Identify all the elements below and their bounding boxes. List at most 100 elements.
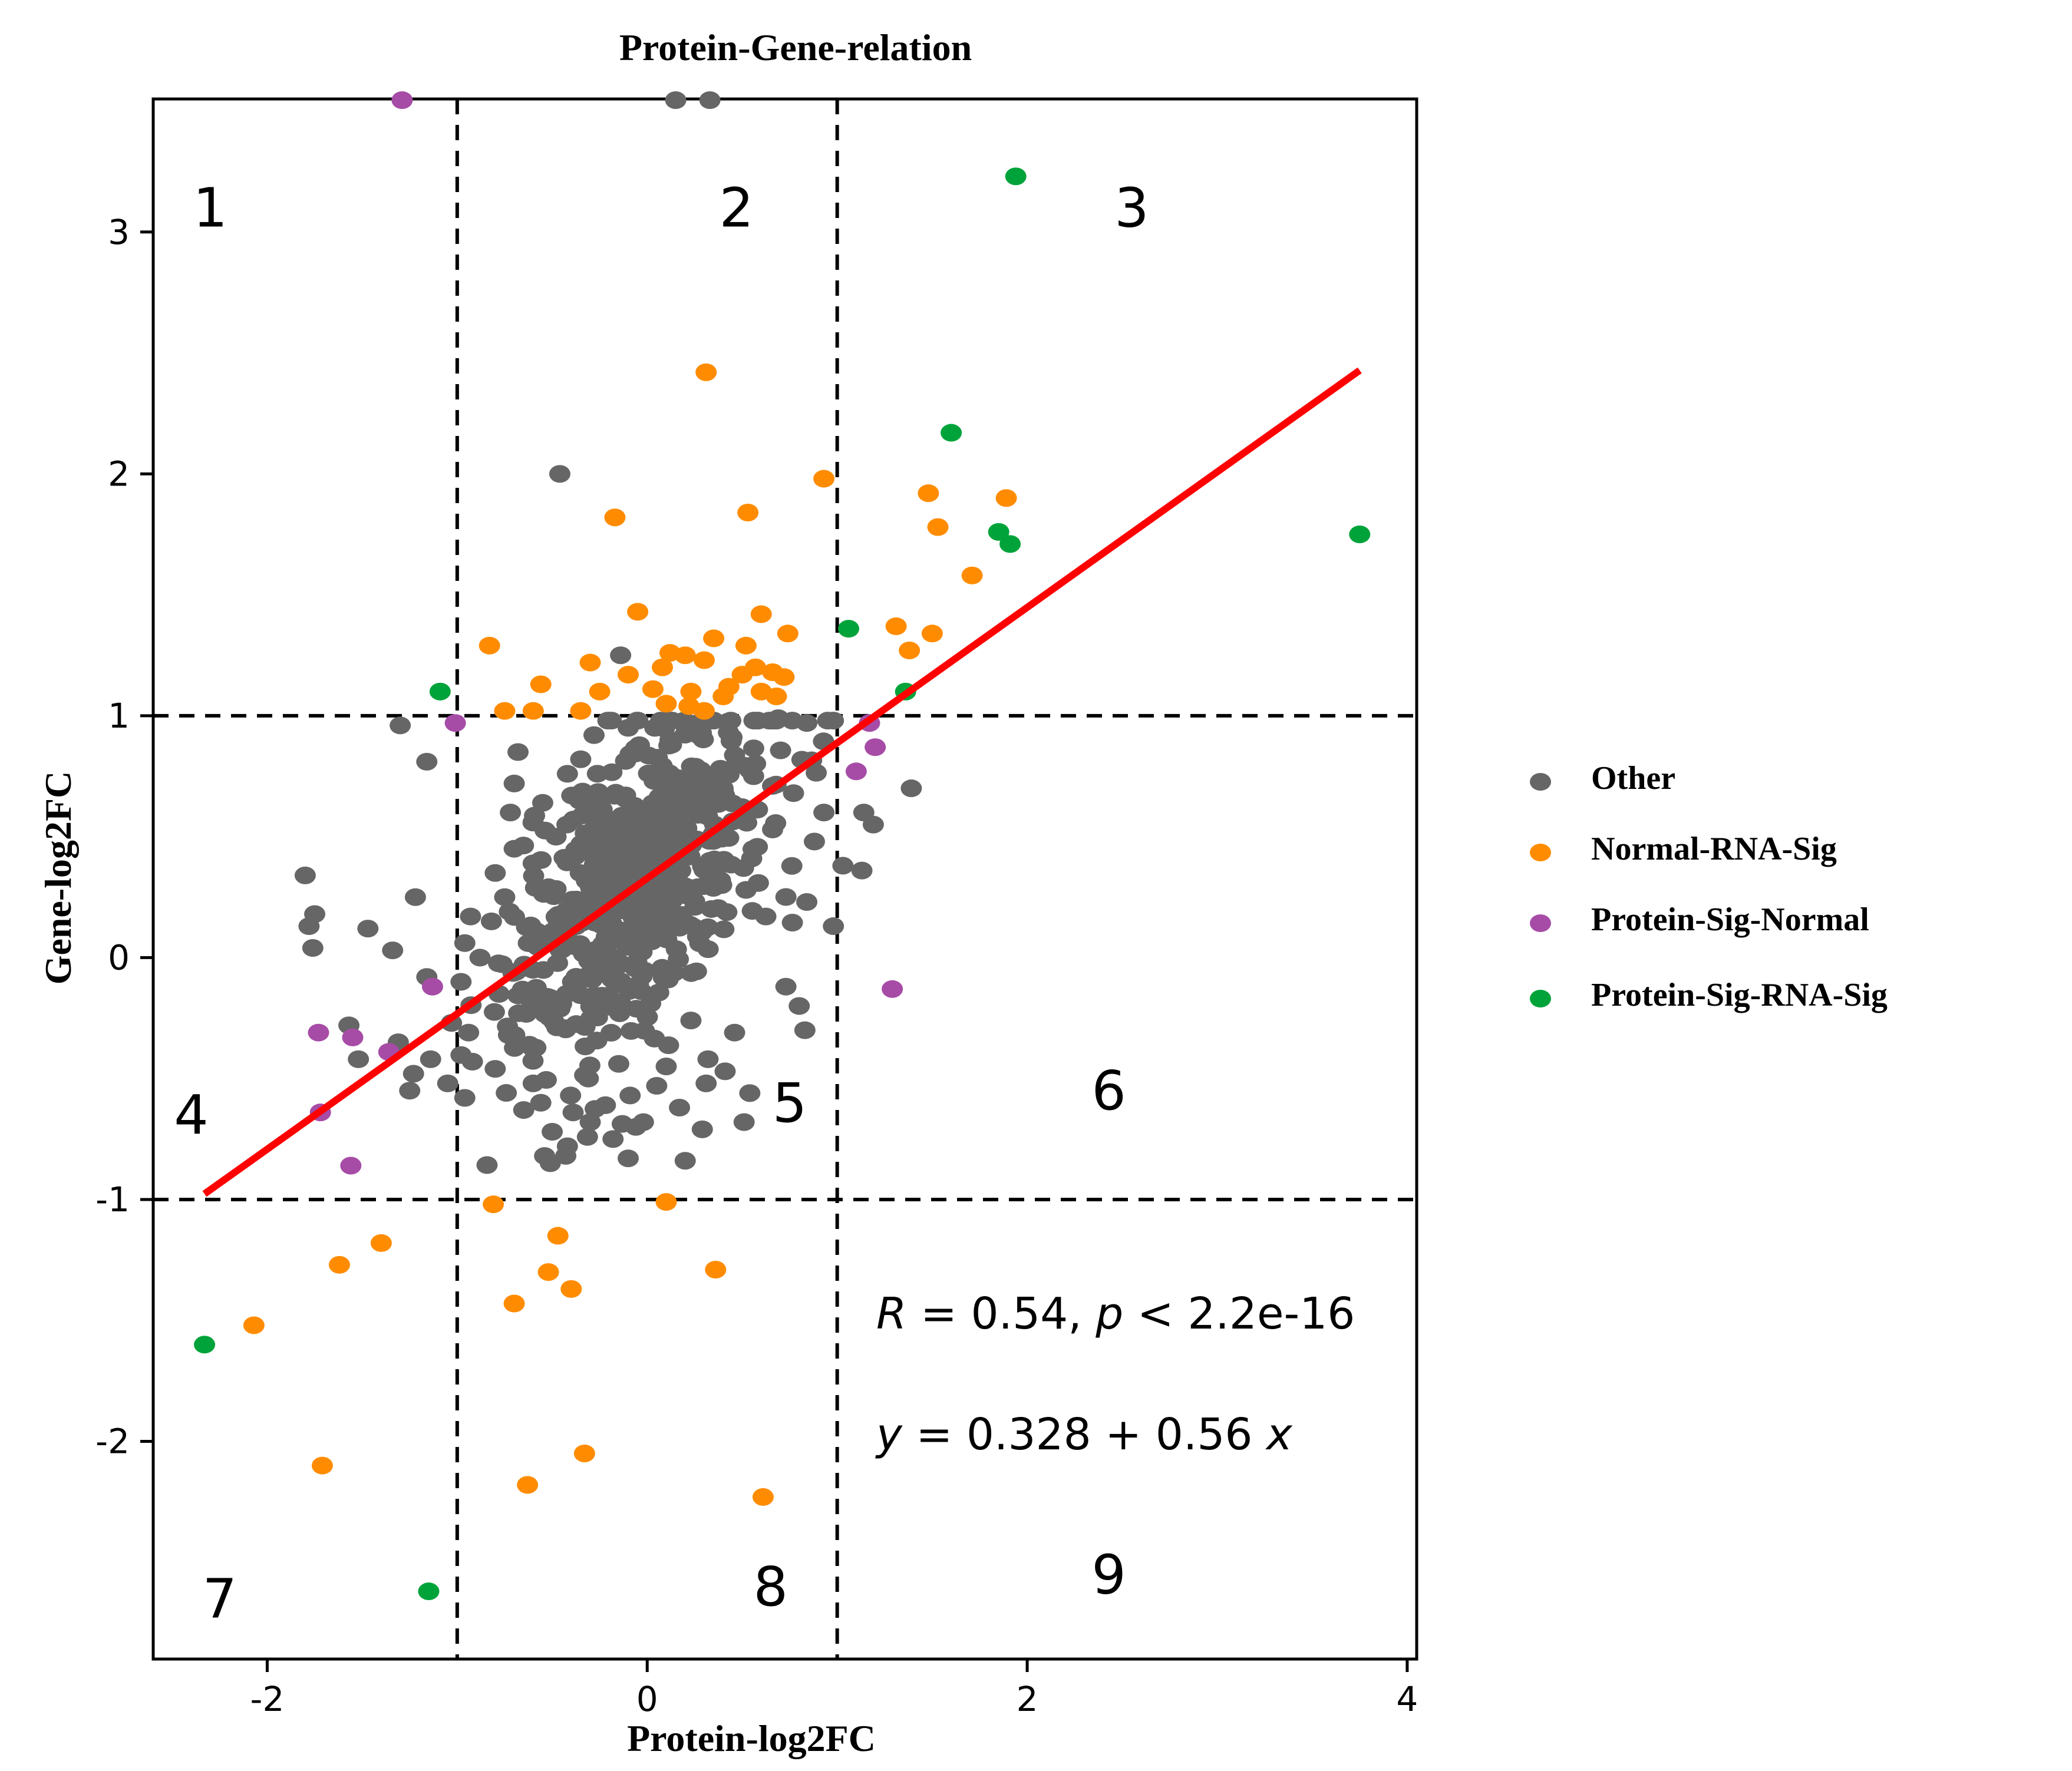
x-tick-label: 4 bbox=[1396, 1679, 1418, 1719]
point-other bbox=[583, 726, 605, 744]
point-other bbox=[618, 808, 639, 826]
point-other bbox=[519, 990, 540, 1008]
point-other bbox=[484, 864, 506, 882]
point-other bbox=[741, 902, 763, 920]
stats-p-value: < 2.2e-16 bbox=[1123, 1288, 1355, 1339]
point-other bbox=[522, 1052, 544, 1070]
point-other bbox=[450, 973, 472, 991]
point-other bbox=[628, 736, 650, 754]
legend-label: Other bbox=[1591, 760, 1675, 797]
point-normal-rna-sig bbox=[961, 566, 983, 584]
y-tick-label: 2 bbox=[108, 454, 130, 494]
point-other bbox=[806, 764, 827, 782]
point-protein-sig-rna-sig bbox=[1005, 167, 1027, 186]
point-protein-sig-normal bbox=[882, 980, 903, 998]
point-other bbox=[636, 1008, 658, 1026]
point-protein-sig-rna-sig bbox=[941, 424, 962, 442]
point-other bbox=[632, 923, 654, 941]
point-normal-rna-sig bbox=[766, 688, 787, 706]
point-other bbox=[803, 832, 825, 851]
point-other bbox=[667, 769, 688, 787]
point-other bbox=[817, 712, 839, 730]
point-other bbox=[402, 1065, 424, 1083]
quadrant-labels: 1 2 3 4 5 6 7 8 9 bbox=[174, 177, 1149, 1631]
point-normal-rna-sig bbox=[570, 702, 592, 720]
point-other bbox=[556, 765, 578, 783]
point-other bbox=[602, 1130, 624, 1148]
point-other bbox=[697, 940, 719, 959]
plot-frame bbox=[151, 97, 1418, 1661]
point-other bbox=[628, 828, 649, 847]
point-normal-rna-sig bbox=[752, 1488, 774, 1506]
point-other bbox=[695, 1074, 717, 1092]
point-normal-rna-sig bbox=[712, 688, 734, 706]
point-other bbox=[669, 1098, 691, 1116]
legend-label: Protein-Sig-Normal bbox=[1591, 901, 1869, 938]
point-protein-sig-rna-sig bbox=[838, 620, 860, 638]
point-other bbox=[437, 1074, 458, 1092]
point-other bbox=[556, 1137, 578, 1155]
point-other bbox=[619, 1086, 641, 1105]
point-other bbox=[788, 997, 810, 1015]
point-other bbox=[480, 912, 502, 930]
point-other bbox=[522, 854, 544, 873]
point-normal-rna-sig bbox=[703, 629, 725, 647]
legend: Other Normal-RNA-Sig Protein-Sig-Normal Pro… bbox=[1530, 760, 1888, 1013]
point-other bbox=[523, 867, 545, 885]
point-other bbox=[522, 814, 544, 832]
point-protein-sig-normal bbox=[342, 1028, 364, 1046]
point-other bbox=[783, 784, 804, 802]
axis-ticks: -2 0 2 4 -2 -1 0 1 2 3 bbox=[95, 212, 1418, 1719]
point-other bbox=[781, 914, 803, 932]
quadrant-label: 6 bbox=[1091, 1059, 1126, 1122]
point-other bbox=[714, 1062, 736, 1081]
point-other bbox=[618, 1149, 639, 1168]
point-other bbox=[851, 861, 873, 880]
point-other bbox=[547, 954, 569, 972]
point-other bbox=[476, 1156, 498, 1174]
point-other bbox=[601, 970, 623, 989]
point-other bbox=[562, 1103, 584, 1122]
y-tick-label: 1 bbox=[108, 696, 130, 736]
point-other bbox=[556, 853, 578, 871]
y-tick-label: -1 bbox=[95, 1179, 130, 1220]
point-other bbox=[657, 809, 679, 828]
point-other bbox=[579, 1113, 601, 1131]
point-other bbox=[390, 716, 411, 735]
point-other bbox=[813, 804, 835, 822]
point-other bbox=[546, 1018, 568, 1036]
point-other bbox=[794, 1021, 816, 1039]
point-other bbox=[587, 783, 609, 801]
point-other bbox=[539, 1154, 561, 1172]
point-other bbox=[688, 726, 710, 744]
point-other bbox=[593, 883, 615, 901]
point-normal-rna-sig bbox=[655, 1193, 677, 1211]
point-other bbox=[618, 719, 639, 737]
point-other bbox=[661, 712, 683, 730]
point-other bbox=[494, 888, 516, 906]
point-protein-sig-rna-sig bbox=[1349, 525, 1371, 543]
legend-label: Protein-Sig-RNA-Sig bbox=[1591, 977, 1888, 1013]
point-other bbox=[578, 897, 600, 916]
point-other bbox=[655, 1058, 677, 1076]
point-normal-rna-sig bbox=[483, 1195, 504, 1214]
point-other bbox=[681, 757, 702, 775]
point-other bbox=[454, 934, 476, 952]
point-protein-sig-normal bbox=[391, 91, 413, 109]
point-other bbox=[560, 1086, 582, 1105]
point-other bbox=[747, 712, 768, 730]
point-other bbox=[545, 880, 567, 898]
point-protein-sig-rna-sig bbox=[418, 1582, 440, 1601]
point-other bbox=[556, 815, 578, 834]
point-normal-rna-sig bbox=[813, 470, 835, 488]
point-other bbox=[610, 646, 632, 665]
point-other bbox=[682, 917, 704, 936]
point-other bbox=[404, 888, 426, 906]
quadrant-label: 1 bbox=[193, 177, 227, 240]
point-other bbox=[458, 1023, 480, 1042]
point-other bbox=[503, 840, 525, 858]
point-other bbox=[796, 893, 818, 911]
y-tick-label: 0 bbox=[108, 937, 130, 977]
stats-r-symbol: R bbox=[876, 1288, 906, 1339]
